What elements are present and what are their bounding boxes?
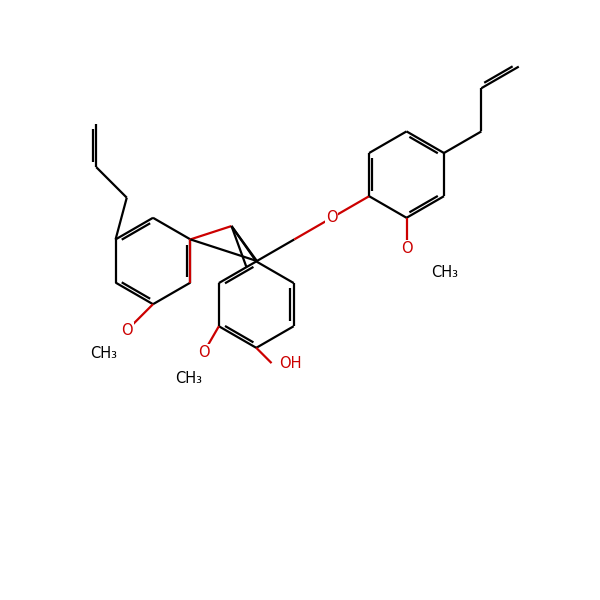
Text: O: O: [198, 345, 209, 360]
Text: CH₃: CH₃: [175, 371, 202, 386]
Text: O: O: [326, 210, 338, 225]
Text: CH₃: CH₃: [431, 265, 458, 280]
Text: OH: OH: [279, 356, 301, 371]
Text: CH₃: CH₃: [91, 346, 118, 361]
Text: O: O: [401, 241, 412, 256]
Text: O: O: [121, 323, 133, 338]
